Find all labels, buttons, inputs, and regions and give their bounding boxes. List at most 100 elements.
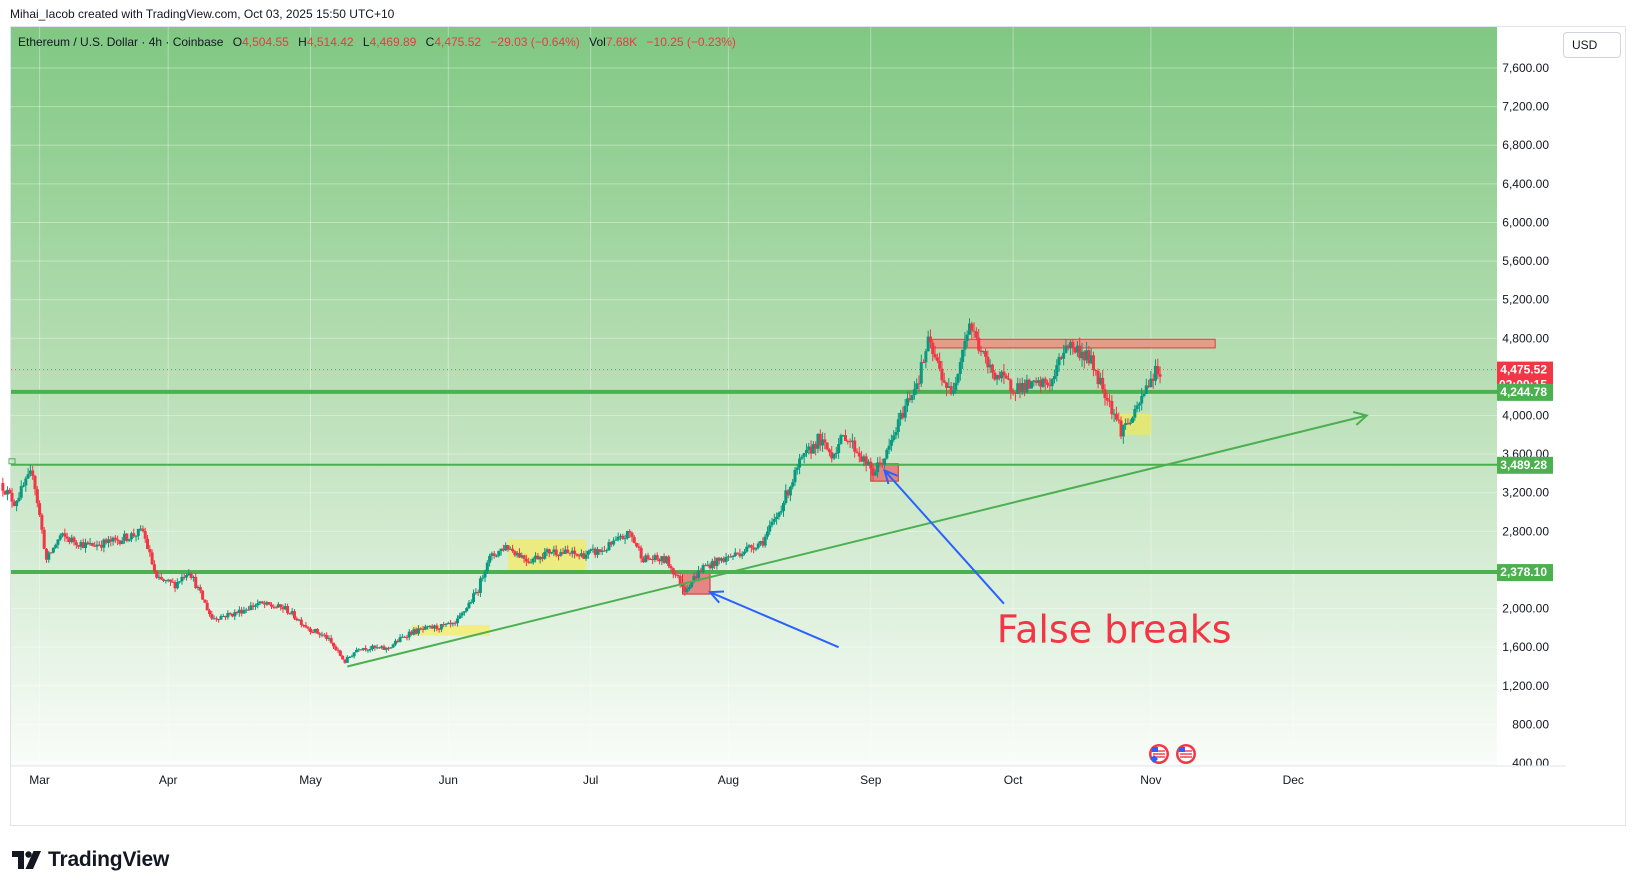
candle-body <box>118 540 122 544</box>
symbol-label[interactable]: Ethereum / U.S. Dollar · 4h · Coinbase <box>18 35 224 49</box>
candle-body <box>458 615 462 619</box>
candle-body <box>768 525 772 532</box>
false-break-arrowhead <box>707 590 725 604</box>
candle-body <box>315 628 319 634</box>
low-value: 4,469.89 <box>369 35 417 49</box>
candle-body <box>782 503 786 512</box>
candle-body <box>522 555 526 559</box>
candle-body <box>5 489 9 495</box>
candle-body <box>1050 379 1054 387</box>
candle-body <box>1087 350 1091 364</box>
candle-body <box>309 628 313 633</box>
currency-button[interactable]: USD <box>1563 32 1621 58</box>
price-axis-tick-label: 1,600.00 <box>1502 640 1549 654</box>
candle-body <box>742 551 746 554</box>
candle-body <box>247 609 251 611</box>
candle-body <box>286 606 290 614</box>
candle-body <box>258 601 262 604</box>
candle-body <box>313 628 317 633</box>
candle-body <box>674 574 678 576</box>
false-break-arrow <box>709 591 840 649</box>
candle-body <box>295 618 299 621</box>
candle-body <box>1151 378 1155 381</box>
candle-body <box>274 607 278 609</box>
candle-body <box>614 539 618 541</box>
candle-body <box>577 555 581 557</box>
candle-body <box>327 637 331 639</box>
candle-body <box>320 634 324 636</box>
candle-body <box>125 533 129 541</box>
candle-body <box>343 659 347 663</box>
candle-body <box>281 607 285 610</box>
time-axis-tick-label: Jul <box>583 773 598 787</box>
candle-body <box>1043 378 1047 383</box>
candle-body <box>251 605 255 607</box>
candle-body <box>237 609 241 614</box>
price-axis-tick-label: 4,800.00 <box>1502 331 1549 345</box>
candle-body <box>977 337 981 351</box>
level-tag <box>1497 456 1553 474</box>
candle-body <box>1023 383 1027 393</box>
candle-body <box>1126 423 1130 425</box>
candle-body <box>38 503 42 515</box>
candle-body <box>876 462 880 473</box>
candle-body <box>733 552 737 556</box>
candle-body <box>67 538 71 543</box>
candle-body <box>683 586 687 593</box>
candle-body <box>545 549 549 552</box>
candle-body <box>889 439 893 446</box>
candle-body <box>706 564 710 566</box>
candle-body <box>1059 357 1063 359</box>
candle-body <box>267 602 271 605</box>
candle-body <box>703 565 707 567</box>
candle-body <box>173 582 177 589</box>
candle-body <box>157 576 161 578</box>
candle-body <box>221 615 225 617</box>
candle-body <box>451 622 455 625</box>
tradingview-logo[interactable]: TradingView <box>12 848 169 872</box>
candle-body <box>217 619 221 621</box>
candle-body <box>1071 342 1075 348</box>
candle-body <box>804 449 808 454</box>
candle-body <box>228 612 232 614</box>
candle-body <box>1091 355 1095 371</box>
candle-body <box>17 497 21 501</box>
candle-body <box>855 451 859 453</box>
candle-body <box>637 546 641 548</box>
candle-body <box>329 637 333 643</box>
candle-body <box>61 533 65 536</box>
candle-body <box>1011 391 1015 393</box>
candle-body <box>111 537 115 542</box>
candle-body <box>756 543 760 548</box>
candle-body <box>816 433 820 449</box>
candle-body <box>1002 371 1006 376</box>
candle-body <box>896 419 900 433</box>
candle-body <box>563 549 567 554</box>
candle-body <box>366 649 370 651</box>
candle-body <box>945 382 949 388</box>
candle-body <box>823 439 827 443</box>
candle-body <box>931 342 935 355</box>
candle-body <box>56 539 60 545</box>
candle-body <box>446 622 450 624</box>
change-value: −29.03 (−0.64%) <box>490 35 580 49</box>
candle-body <box>242 610 246 614</box>
candle-body <box>616 536 620 540</box>
candle-body <box>198 587 202 591</box>
candle-body <box>593 548 597 555</box>
candle-body <box>678 575 682 585</box>
candle-body <box>132 533 136 537</box>
candle-body <box>708 564 712 569</box>
volume-label: Vol <box>589 35 606 49</box>
close-value: 4,475.52 <box>434 35 482 49</box>
candle-body <box>416 628 420 634</box>
candle-body <box>123 533 127 541</box>
candle-body <box>168 579 172 582</box>
candle-body <box>1082 351 1086 361</box>
candle-body <box>1114 413 1118 420</box>
candle-body <box>185 575 189 578</box>
candle-body <box>1034 380 1038 383</box>
markers: False breaks <box>997 607 1232 764</box>
level-tag <box>1497 383 1553 401</box>
